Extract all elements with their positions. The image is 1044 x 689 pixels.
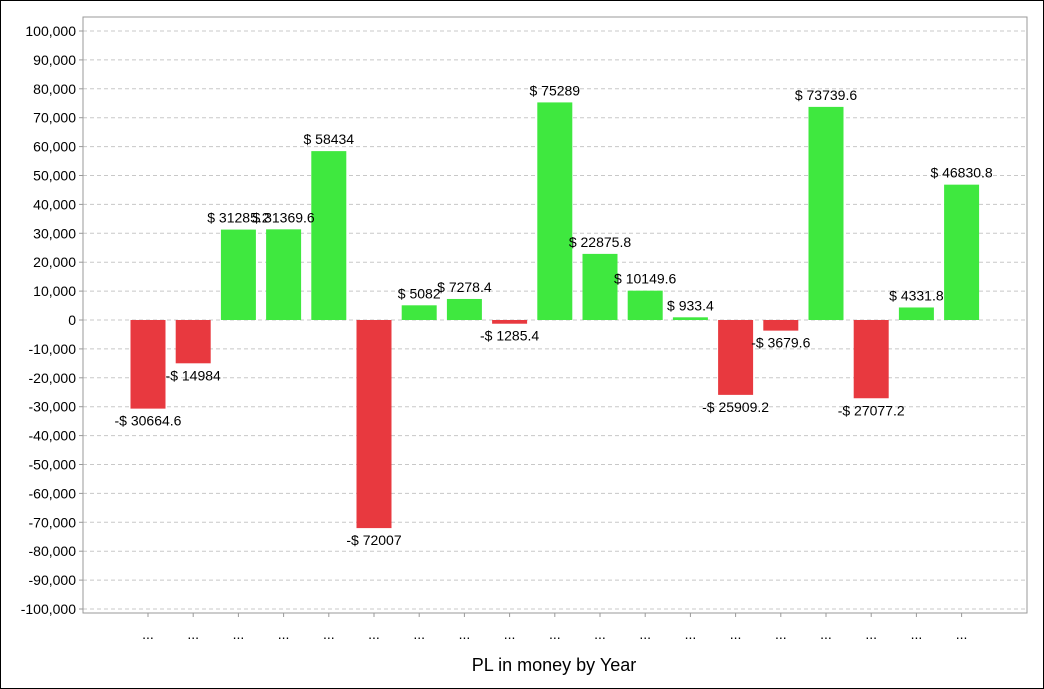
- bar: [808, 106, 844, 321]
- bar: [582, 253, 618, 320]
- bar: [130, 320, 166, 409]
- y-tick-label: 100,000: [25, 23, 76, 39]
- bar-value-label: $ 31369.6: [252, 209, 314, 225]
- x-tick-label: ...: [956, 626, 968, 642]
- x-tick-label: ...: [685, 626, 697, 642]
- bar: [311, 151, 347, 320]
- y-tick-label: 30,000: [33, 225, 76, 241]
- bar: [175, 320, 211, 364]
- bar: [853, 320, 889, 399]
- axes: [79, 16, 1028, 617]
- x-tick-label: ...: [775, 626, 787, 642]
- y-tick-label: -30,000: [29, 399, 77, 415]
- bar: [763, 320, 799, 331]
- bar-value-label: -$ 72007: [346, 532, 401, 548]
- x-tick-label: ...: [187, 626, 199, 642]
- y-tick-label: 20,000: [33, 254, 76, 270]
- bar-value-label: $ 10149.6: [614, 271, 676, 287]
- x-tick-label: ...: [730, 626, 742, 642]
- y-tick-label: 80,000: [33, 81, 76, 97]
- y-tick-label: 70,000: [33, 110, 76, 126]
- data-labels: -$ 30664.6 -$ 14984 $ 31285.2$ 31369.6 $ 58…: [115, 82, 993, 548]
- x-tick-label: ...: [233, 626, 245, 642]
- x-tick-label: ...: [865, 626, 877, 642]
- y-tick-label: -20,000: [29, 370, 77, 386]
- x-tick-label: ...: [639, 626, 651, 642]
- x-tick-label: ...: [413, 626, 425, 642]
- bar-value-label: $ 73739.6: [795, 87, 857, 103]
- bar: [266, 229, 302, 320]
- bar-value-label: $ 22875.8: [569, 234, 631, 250]
- x-tick-label: ...: [549, 626, 561, 642]
- bar: [537, 102, 573, 320]
- bar-value-label: $ 75289: [529, 82, 580, 98]
- bar: [401, 305, 437, 320]
- x-tick-label: ...: [278, 626, 290, 642]
- bar-value-label: -$ 27077.2: [838, 402, 905, 418]
- x-tick-label: ...: [594, 626, 606, 642]
- y-tick-label: -80,000: [29, 543, 77, 559]
- bar-value-label: -$ 25909.2: [702, 399, 769, 415]
- bar-value-label: -$ 14984: [166, 367, 221, 383]
- y-tick-label: -10,000: [29, 341, 77, 357]
- bars: [130, 102, 980, 529]
- bar-value-label: $ 58434: [303, 131, 354, 147]
- y-tick-label: 10,000: [33, 283, 76, 299]
- y-tick-label: -90,000: [29, 572, 77, 588]
- bar-value-label: -$ 1285.4: [480, 328, 539, 344]
- bar: [718, 320, 754, 395]
- y-tick-labels: 100,000 90,000 80,000 70,000 60,000 50,000 40,…: [21, 23, 76, 617]
- bar: [220, 229, 256, 320]
- y-tick-label: 90,000: [33, 52, 76, 68]
- bar: [627, 290, 663, 320]
- bar: [356, 320, 392, 529]
- bar: [944, 184, 980, 320]
- y-tick-label: -70,000: [29, 514, 77, 530]
- y-tick-label: 50,000: [33, 168, 76, 184]
- x-tick-label: ...: [820, 626, 832, 642]
- bar: [446, 298, 482, 320]
- bar-value-label: $ 5082: [398, 285, 441, 301]
- bar: [672, 317, 708, 320]
- x-tick-label: ...: [504, 626, 516, 642]
- x-tick-labels: ........................................…: [142, 626, 967, 642]
- x-tick-label: ...: [911, 626, 923, 642]
- y-tick-label: -50,000: [29, 457, 77, 473]
- x-tick-label: ...: [368, 626, 380, 642]
- bar-value-label: $ 4331.8: [889, 287, 944, 303]
- y-tick-label: -60,000: [29, 485, 77, 501]
- bar-value-label: -$ 30664.6: [115, 413, 182, 429]
- y-tick-label: -100,000: [21, 601, 76, 617]
- bar-value-label: -$ 3679.6: [751, 335, 810, 351]
- x-tick-label: ...: [142, 626, 154, 642]
- bar-value-label: $ 31285.2: [207, 210, 269, 226]
- y-tick-label: -40,000: [29, 428, 77, 444]
- bar-value-label: $ 933.4: [667, 297, 714, 313]
- bar-value-label: $ 7278.4: [437, 279, 492, 295]
- x-axis-title: PL in money by Year: [472, 655, 636, 675]
- y-tick-label: 60,000: [33, 139, 76, 155]
- x-tick-label: ...: [459, 626, 471, 642]
- bar-value-label: $ 46830.8: [930, 165, 992, 181]
- bar: [898, 307, 934, 320]
- y-tick-label: 40,000: [33, 196, 76, 212]
- y-tick-label: 0: [68, 312, 76, 328]
- x-tick-label: ...: [323, 626, 335, 642]
- bar: [492, 320, 528, 324]
